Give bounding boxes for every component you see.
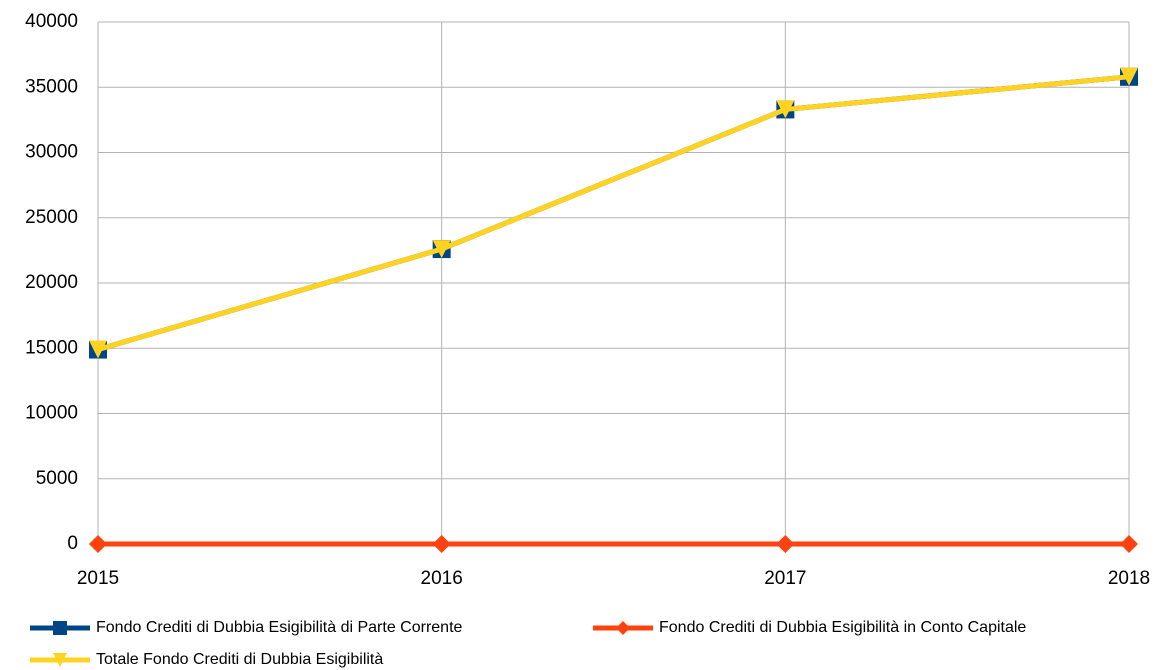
- marker: [53, 653, 67, 667]
- marker: [1120, 535, 1138, 553]
- y-tick-label: 40000: [25, 11, 78, 32]
- marker: [432, 535, 451, 553]
- x-tick-label: 2017: [764, 568, 806, 589]
- y-tick-label: 5000: [36, 468, 78, 489]
- y-tick-label: 25000: [25, 207, 78, 228]
- marker: [89, 535, 107, 553]
- y-tick-label: 10000: [25, 403, 78, 424]
- y-tick-label: 20000: [25, 272, 78, 293]
- x-tick-label: 2018: [1108, 568, 1150, 589]
- legend-label: Totale Fondo Crediti di Dubbia Esigibili…: [96, 651, 383, 668]
- x-tick-label: 2016: [421, 568, 463, 589]
- marker: [432, 240, 451, 259]
- series-line: [97, 74, 1130, 352]
- marker: [89, 340, 107, 359]
- marker: [776, 535, 795, 553]
- legend-label: Fondo Crediti di Dubbia Esigibilità in C…: [659, 619, 1026, 636]
- legend-label: Fondo Crediti di Dubbia Esigibilità di P…: [96, 619, 463, 636]
- marker: [1120, 67, 1138, 86]
- y-tick-label: 35000: [25, 76, 78, 97]
- marker: [53, 621, 67, 635]
- y-tick-label: 15000: [25, 337, 78, 358]
- y-tick-label: 30000: [25, 142, 78, 163]
- x-tick-label: 2015: [77, 568, 119, 589]
- marker: [616, 621, 630, 635]
- y-tick-label: 0: [67, 533, 78, 554]
- series-line: [97, 74, 1130, 352]
- marker: [776, 100, 795, 119]
